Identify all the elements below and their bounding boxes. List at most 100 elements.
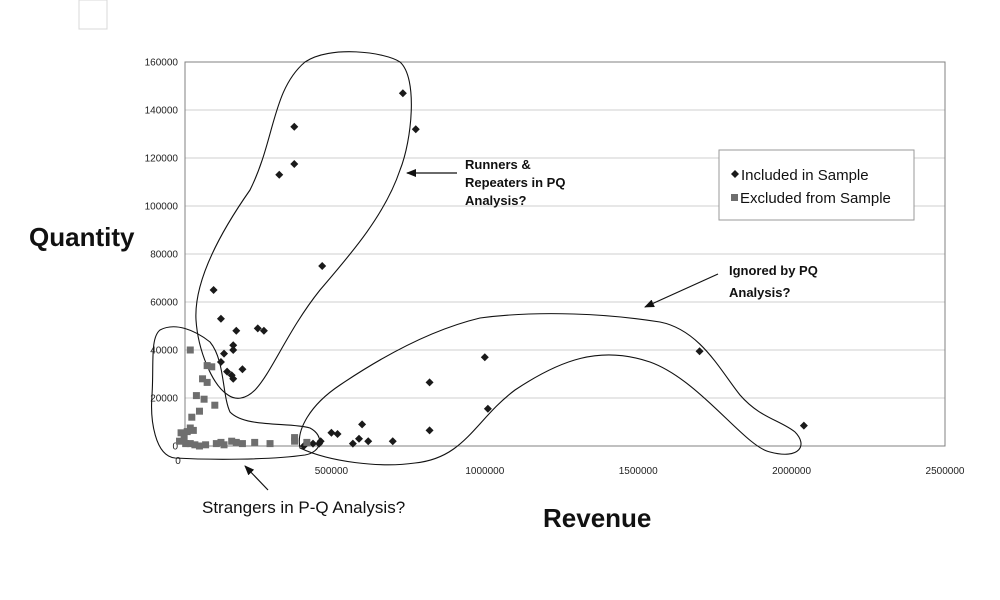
excluded-point	[291, 437, 299, 445]
included-point	[290, 160, 299, 168]
excluded-point	[186, 440, 194, 448]
x-axis-title: Revenue	[543, 503, 651, 533]
included-point	[220, 349, 229, 358]
included-point	[229, 341, 238, 350]
excluded-point	[191, 441, 199, 449]
included-point	[315, 439, 324, 448]
y-tick-label: 140000	[145, 106, 179, 117]
x-tick-label: 1000000	[465, 466, 504, 477]
excluded-point	[211, 401, 219, 409]
y-tick-label: 120000	[145, 154, 179, 165]
y-tick-label: 100000	[145, 202, 179, 213]
strangers-arrow	[244, 465, 269, 491]
y-tick-label: 160000	[145, 58, 179, 69]
excluded-point	[189, 426, 197, 434]
x-tick-label: 0	[175, 456, 181, 467]
excluded-point	[232, 438, 240, 446]
y-tick-label: 0	[172, 442, 178, 453]
y-tick-labels: 0 20000 40000 60000 80000 100000 120000 140000 1…	[145, 58, 179, 453]
included-point	[308, 439, 317, 448]
x-tick-label: 2500000	[926, 466, 965, 477]
included-point	[364, 437, 373, 446]
included-point	[290, 122, 299, 131]
runners-enclosure	[195, 51, 412, 399]
legend-box	[718, 149, 915, 221]
excluded-point	[186, 346, 194, 354]
y-tick-label: 40000	[150, 346, 178, 357]
included-point	[425, 378, 434, 387]
included-point	[483, 404, 492, 413]
included-point	[411, 125, 420, 134]
excluded-point	[195, 407, 203, 415]
excluded-point	[266, 440, 274, 448]
included-point	[238, 365, 247, 374]
gridlines	[185, 109, 945, 399]
excluded-point	[199, 375, 207, 383]
data-points	[176, 89, 808, 450]
excluded-point	[203, 378, 211, 386]
included-point	[216, 314, 225, 323]
x-tick-label: 2000000	[772, 466, 811, 477]
included-point	[398, 89, 407, 98]
legend-label-included: Included in Sample	[741, 167, 869, 184]
excluded-point	[177, 429, 185, 437]
included-point	[348, 439, 357, 448]
included-point	[216, 358, 225, 366]
ignored-annotation-line-1: Ignored by PQ	[729, 263, 818, 278]
runners-annotation-line-2: Repeaters in PQ	[465, 175, 565, 190]
excluded-point	[192, 392, 200, 400]
legend-marker-excluded	[731, 194, 738, 201]
x-tick-label: 500000	[315, 466, 349, 477]
excluded-point	[303, 438, 311, 446]
excluded-point	[220, 441, 228, 449]
included-point	[799, 421, 808, 430]
included-point	[318, 262, 327, 270]
included-point	[229, 374, 238, 383]
included-point	[275, 170, 284, 179]
excluded-point	[200, 395, 208, 403]
y-tick-label: 80000	[150, 250, 178, 261]
excluded-point	[182, 440, 190, 448]
included-point	[253, 324, 262, 333]
included-point	[209, 286, 218, 294]
y-tick-label: 20000	[150, 394, 178, 405]
x-tick-labels: 0 500000 1000000 1500000 2000000 2500000	[175, 456, 965, 477]
included-point	[333, 430, 342, 438]
corner-artifact	[78, 0, 108, 30]
legend-label-excluded: Excluded from Sample	[740, 190, 891, 207]
included-point	[425, 426, 434, 435]
included-point	[259, 326, 268, 335]
excluded-point	[208, 363, 216, 371]
runners-annotation-line-1: Runners &	[465, 157, 531, 172]
included-point	[388, 437, 397, 446]
strangers-enclosure	[151, 326, 321, 460]
legend: Included in Sample Excluded from Sample	[718, 149, 915, 221]
excluded-point	[176, 437, 184, 445]
included-point	[232, 326, 241, 335]
included-point	[358, 420, 367, 429]
y-axis-title: Quantity	[29, 222, 135, 252]
excluded-point	[183, 428, 191, 436]
strangers-annotation: Strangers in P-Q Analysis?	[202, 498, 405, 517]
excluded-point	[203, 362, 211, 370]
excluded-point	[180, 434, 188, 442]
excluded-point	[291, 434, 299, 442]
included-point	[480, 353, 489, 362]
excluded-point	[251, 438, 259, 446]
legend-marker-included	[731, 170, 739, 178]
ignored-annotation-line-2: Analysis?	[729, 285, 790, 300]
excluded-point	[238, 440, 246, 448]
runners-annotation-line-3: Analysis?	[465, 193, 526, 208]
included-point	[223, 367, 232, 376]
y-tick-label: 60000	[150, 298, 178, 309]
excluded-point	[202, 441, 210, 449]
included-point	[355, 434, 364, 443]
included-point	[695, 347, 704, 356]
included-point	[327, 428, 336, 437]
excluded-point	[195, 442, 203, 450]
excluded-point	[212, 440, 220, 448]
excluded-point	[188, 413, 196, 421]
x-tick-label: 1500000	[619, 466, 658, 477]
plot-area	[184, 61, 946, 447]
